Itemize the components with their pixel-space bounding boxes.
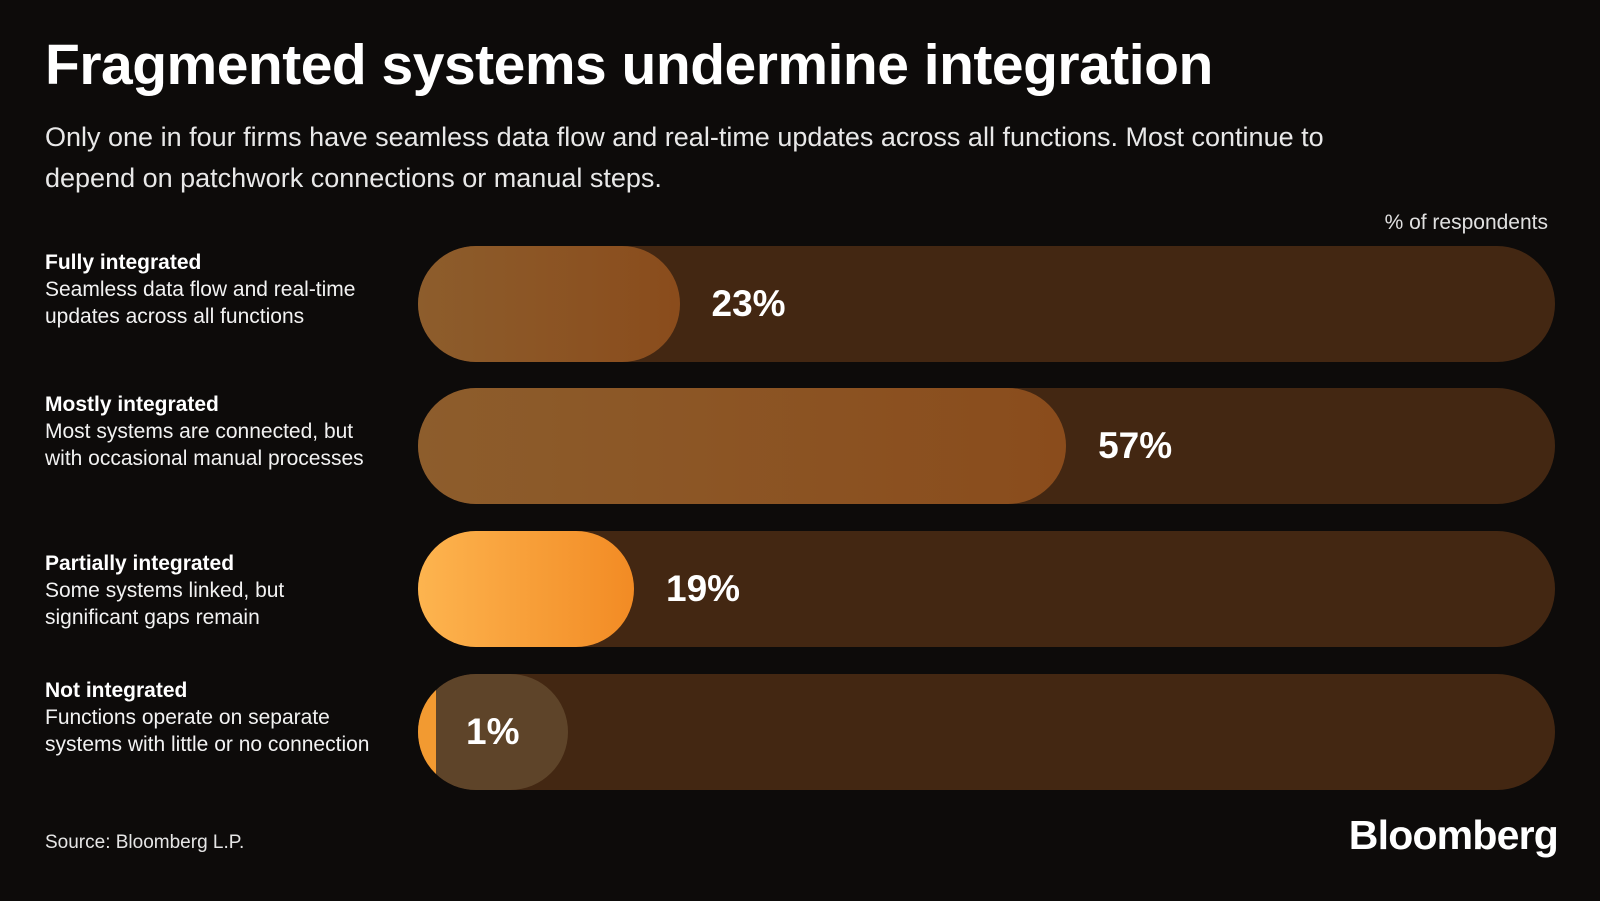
bar-row-mostly-integrated: Mostly integrated Most systems are conne…: [0, 388, 1600, 504]
category-name: Mostly integrated: [45, 393, 219, 416]
category-description: Functions operate on separate systems wi…: [45, 706, 370, 756]
bar-fill: [418, 388, 1067, 504]
bloomberg-logo: Bloomberg: [1348, 812, 1559, 858]
category-name: Fully integrated: [45, 251, 202, 274]
bar-fill: [418, 246, 680, 362]
value-label: 19%: [666, 568, 741, 609]
row-label: Partially integrated Some systems linked…: [45, 550, 375, 631]
bar-fill: [418, 531, 635, 647]
category-name: Partially integrated: [45, 552, 235, 575]
value-bubble: [418, 674, 568, 790]
bar-track: [418, 531, 1555, 647]
category-description: Seamless data flow and real-time updates…: [45, 278, 356, 328]
row-label: Mostly integrated Most systems are conne…: [45, 391, 375, 472]
bar-fill: [418, 674, 436, 790]
value-label: 57%: [1098, 425, 1173, 466]
bar-track: [418, 246, 1555, 362]
category-description: Some systems linked, but significant gap…: [45, 579, 285, 629]
chart-subtitle: Only one in four firms have seamless dat…: [45, 122, 1324, 193]
chart-title: Fragmented systems undermine integration: [45, 33, 1213, 97]
bar-row-fully-integrated: Fully integrated Seamless data flow and …: [0, 246, 1600, 362]
value-label: 1%: [466, 711, 520, 752]
source-note: Source: Bloomberg L.P.: [45, 832, 245, 853]
bar-track: [418, 674, 1555, 790]
category-name: Not integrated: [45, 679, 188, 702]
row-label: Not integrated Functions operate on sepa…: [45, 677, 375, 758]
bar-row-not-integrated: Not integrated Functions operate on sepa…: [0, 674, 1600, 790]
category-description: Most systems are connected, but with occ…: [45, 420, 364, 470]
row-label: Fully integrated Seamless data flow and …: [45, 249, 375, 330]
bar-track: [418, 388, 1555, 504]
value-label: 23%: [711, 283, 786, 324]
unit-label: % of respondents: [1384, 211, 1548, 234]
bar-row-partially-integrated: Partially integrated Some systems linked…: [0, 531, 1600, 647]
